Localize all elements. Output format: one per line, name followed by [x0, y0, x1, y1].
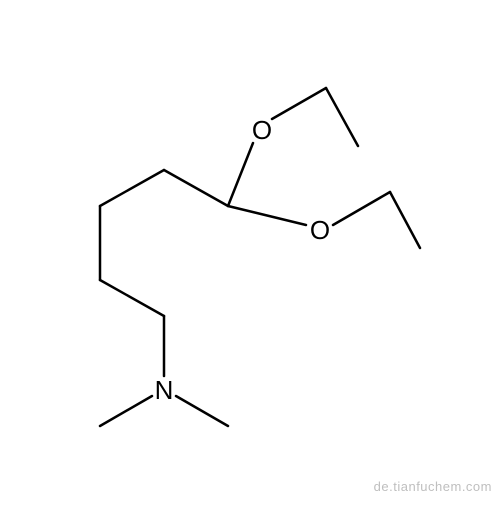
atom-label-n: N [155, 377, 174, 403]
bond-layer [0, 0, 500, 500]
bond [228, 206, 306, 225]
bond [333, 192, 390, 225]
watermark-text: de.tianfuchem.com [374, 479, 492, 494]
bond [228, 143, 253, 206]
bond [100, 170, 164, 206]
atom-label-o: O [252, 117, 272, 143]
bond [100, 280, 164, 316]
bond [100, 396, 152, 426]
atom-label-o: O [310, 217, 330, 243]
bond [390, 192, 420, 248]
bond [164, 170, 228, 206]
bond [326, 88, 358, 146]
bond [272, 88, 326, 119]
bond [176, 396, 228, 426]
chemical-structure-diagram: N O O [0, 0, 500, 500]
